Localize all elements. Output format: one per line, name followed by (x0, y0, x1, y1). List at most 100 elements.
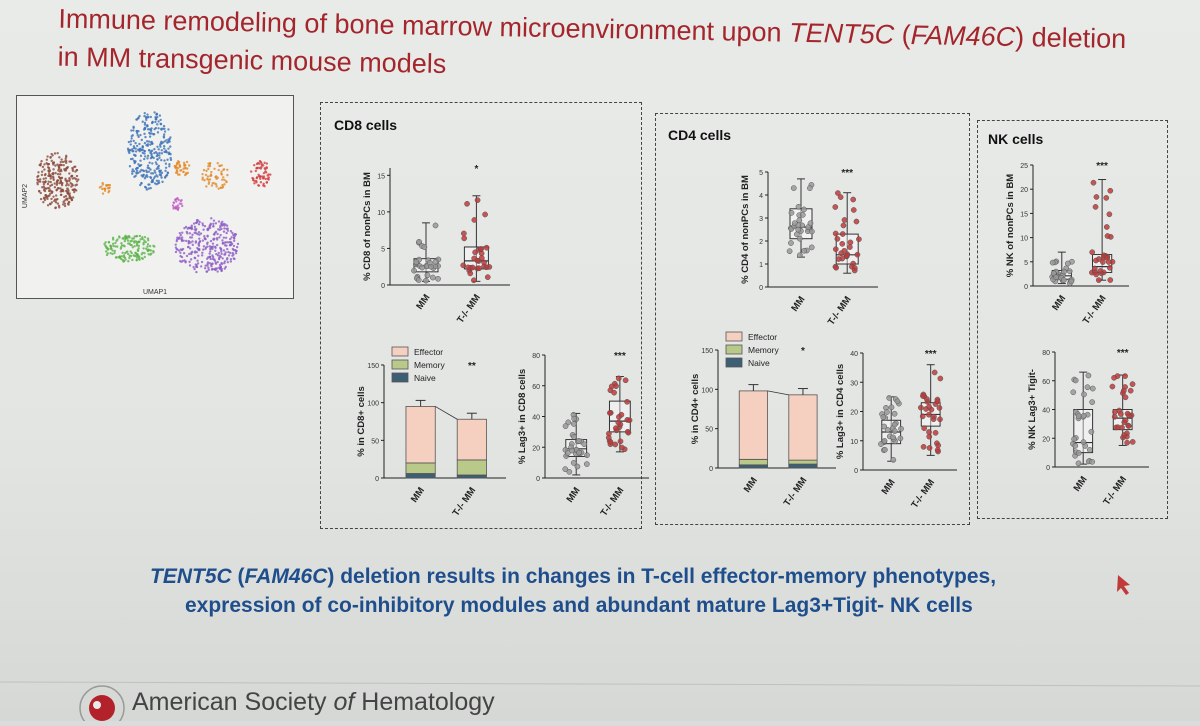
umap-point (135, 235, 138, 238)
data-point (464, 200, 470, 207)
umap-point (62, 163, 65, 167)
data-point (884, 409, 890, 415)
data-point (1106, 264, 1113, 271)
y-tick-label: 25 (1020, 163, 1028, 170)
data-point (608, 383, 615, 390)
bar-segment-effector (405, 406, 436, 464)
umap-point (168, 163, 171, 166)
umap-point (192, 265, 195, 269)
umap-point (43, 173, 47, 177)
umap-point (255, 179, 258, 183)
y-tick-label: 5 (759, 170, 763, 177)
umap-point (158, 169, 161, 173)
umap-point (267, 173, 270, 176)
umap-point (136, 252, 139, 256)
data-point (1112, 409, 1118, 415)
umap-point (201, 239, 205, 242)
umap-point (216, 270, 219, 273)
umap-point (124, 251, 127, 255)
data-point (626, 417, 633, 424)
umap-point (210, 217, 213, 220)
umap-point (216, 176, 220, 179)
umap-point (147, 149, 151, 152)
data-point (1093, 271, 1100, 278)
umap-point (209, 263, 213, 267)
umap-point (199, 265, 203, 268)
y-tick-label: 80 (532, 353, 540, 360)
umap-point (119, 247, 123, 250)
umap-point (219, 255, 222, 259)
data-point (484, 274, 491, 280)
umap-point (198, 237, 201, 240)
y-tick-label: 80 (1042, 350, 1050, 357)
umap-point (147, 115, 150, 119)
umap-point (222, 168, 226, 171)
umap-point (206, 264, 209, 267)
umap-point (145, 140, 149, 143)
umap-point (176, 204, 180, 207)
umap-point (74, 165, 77, 168)
umap-point (190, 226, 193, 230)
umap-point (62, 203, 65, 206)
data-point (847, 239, 854, 246)
data-point (435, 275, 441, 282)
umap-point (222, 176, 225, 179)
data-point (853, 218, 860, 225)
data-point (894, 398, 901, 405)
umap-point (143, 235, 147, 239)
data-point (1066, 268, 1073, 275)
umap-point (161, 180, 164, 184)
umap-point (129, 254, 133, 258)
umap-point (226, 241, 229, 244)
umap-point (134, 154, 137, 158)
umap-point (218, 164, 222, 168)
umap-point (135, 243, 139, 246)
data-point (570, 460, 577, 466)
umap-point (188, 260, 191, 264)
data-point (478, 246, 484, 252)
umap-point (118, 255, 121, 259)
data-point (920, 393, 926, 399)
umap-point (207, 167, 210, 171)
data-point (566, 468, 573, 475)
umap-point (188, 252, 191, 256)
umap-point (167, 147, 170, 150)
y-tick-label: 0 (709, 466, 713, 473)
umap-point (54, 200, 58, 204)
data-point (416, 238, 422, 245)
umap-point (150, 141, 153, 144)
umap-point (224, 251, 227, 254)
umap-point (208, 262, 212, 265)
umap-point (133, 175, 136, 179)
y-tick-label: 5 (1024, 260, 1028, 267)
umap-point (178, 202, 181, 205)
data-point (1120, 387, 1127, 394)
umap-point (136, 129, 139, 133)
data-point (611, 389, 617, 396)
y-tick-label: 150 (367, 363, 379, 370)
data-point (607, 410, 613, 416)
data-point (474, 197, 481, 203)
umap-point (146, 237, 150, 240)
umap-point (175, 239, 178, 243)
umap-point (128, 236, 131, 239)
umap-point (130, 135, 133, 138)
umap-point (187, 164, 191, 167)
umap-point (223, 260, 227, 263)
umap-point (256, 161, 260, 165)
umap-point (60, 183, 64, 187)
data-point (930, 416, 937, 423)
umap-point (206, 177, 209, 181)
umap-point (265, 162, 269, 165)
y-tick-label: 15 (377, 173, 385, 180)
umap-point (212, 245, 215, 248)
umap-point (224, 236, 228, 240)
umap-point (178, 163, 181, 167)
umap-point (185, 172, 188, 176)
umap-point (148, 131, 151, 135)
umap-point (107, 183, 110, 187)
umap-point (146, 249, 150, 253)
umap-point (46, 166, 50, 169)
umap-point (200, 254, 204, 257)
umap-point (39, 191, 42, 195)
